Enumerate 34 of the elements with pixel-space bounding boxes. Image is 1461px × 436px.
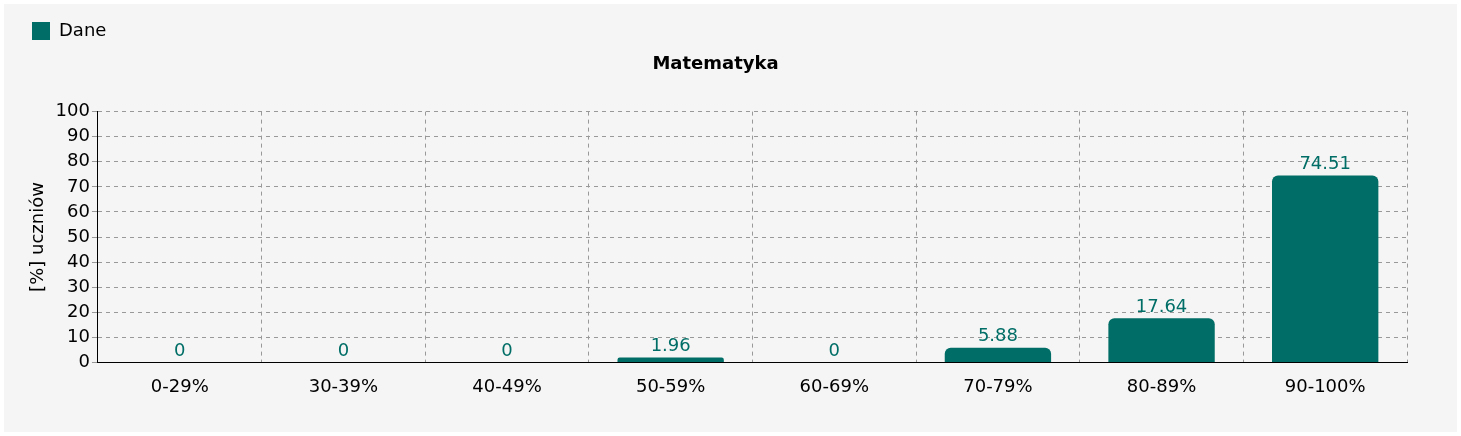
data-label: 74.51	[1299, 152, 1351, 174]
y-tick-label: 70	[67, 174, 90, 196]
y-tick-label: 10	[67, 324, 90, 346]
data-label: 1.96	[650, 334, 691, 356]
data-label: 17.64	[1135, 294, 1188, 316]
x-tick-label: 60-69%	[799, 374, 869, 396]
x-tick-label: 30-39%	[308, 374, 379, 396]
bar	[617, 357, 724, 362]
x-tick-label: 0-29%	[150, 374, 209, 396]
x-tick-label: 80-89%	[1126, 374, 1197, 396]
data-label: 0	[828, 339, 841, 361]
y-tick-label: 0	[78, 350, 90, 372]
y-tick-label: 60	[67, 199, 90, 221]
x-tick-label: 40-49%	[472, 374, 542, 396]
data-label: 0	[174, 339, 186, 361]
y-tick-label: 80	[67, 149, 90, 171]
x-tick-label: 70-79%	[963, 374, 1033, 396]
y-tick-label: 30	[67, 274, 90, 296]
y-axis-title: [%] uczniów	[26, 182, 48, 292]
y-tick-label: 100	[55, 99, 90, 121]
bar	[1272, 175, 1379, 362]
chart-title: Matematyka	[652, 52, 779, 74]
y-tick-label: 40	[67, 249, 90, 271]
y-tick-label: 20	[67, 299, 90, 321]
legend-label: Dane	[59, 18, 107, 40]
x-tick-label: 50-59%	[635, 374, 706, 396]
data-label: 0	[501, 339, 513, 361]
x-tick-label: 90-100%	[1284, 374, 1366, 396]
y-tick-label: 50	[67, 224, 90, 246]
data-label: 5.88	[977, 324, 1018, 346]
bar	[1108, 318, 1215, 362]
bar	[944, 347, 1052, 362]
data-label: 0	[337, 339, 350, 361]
y-tick-label: 90	[67, 124, 90, 146]
